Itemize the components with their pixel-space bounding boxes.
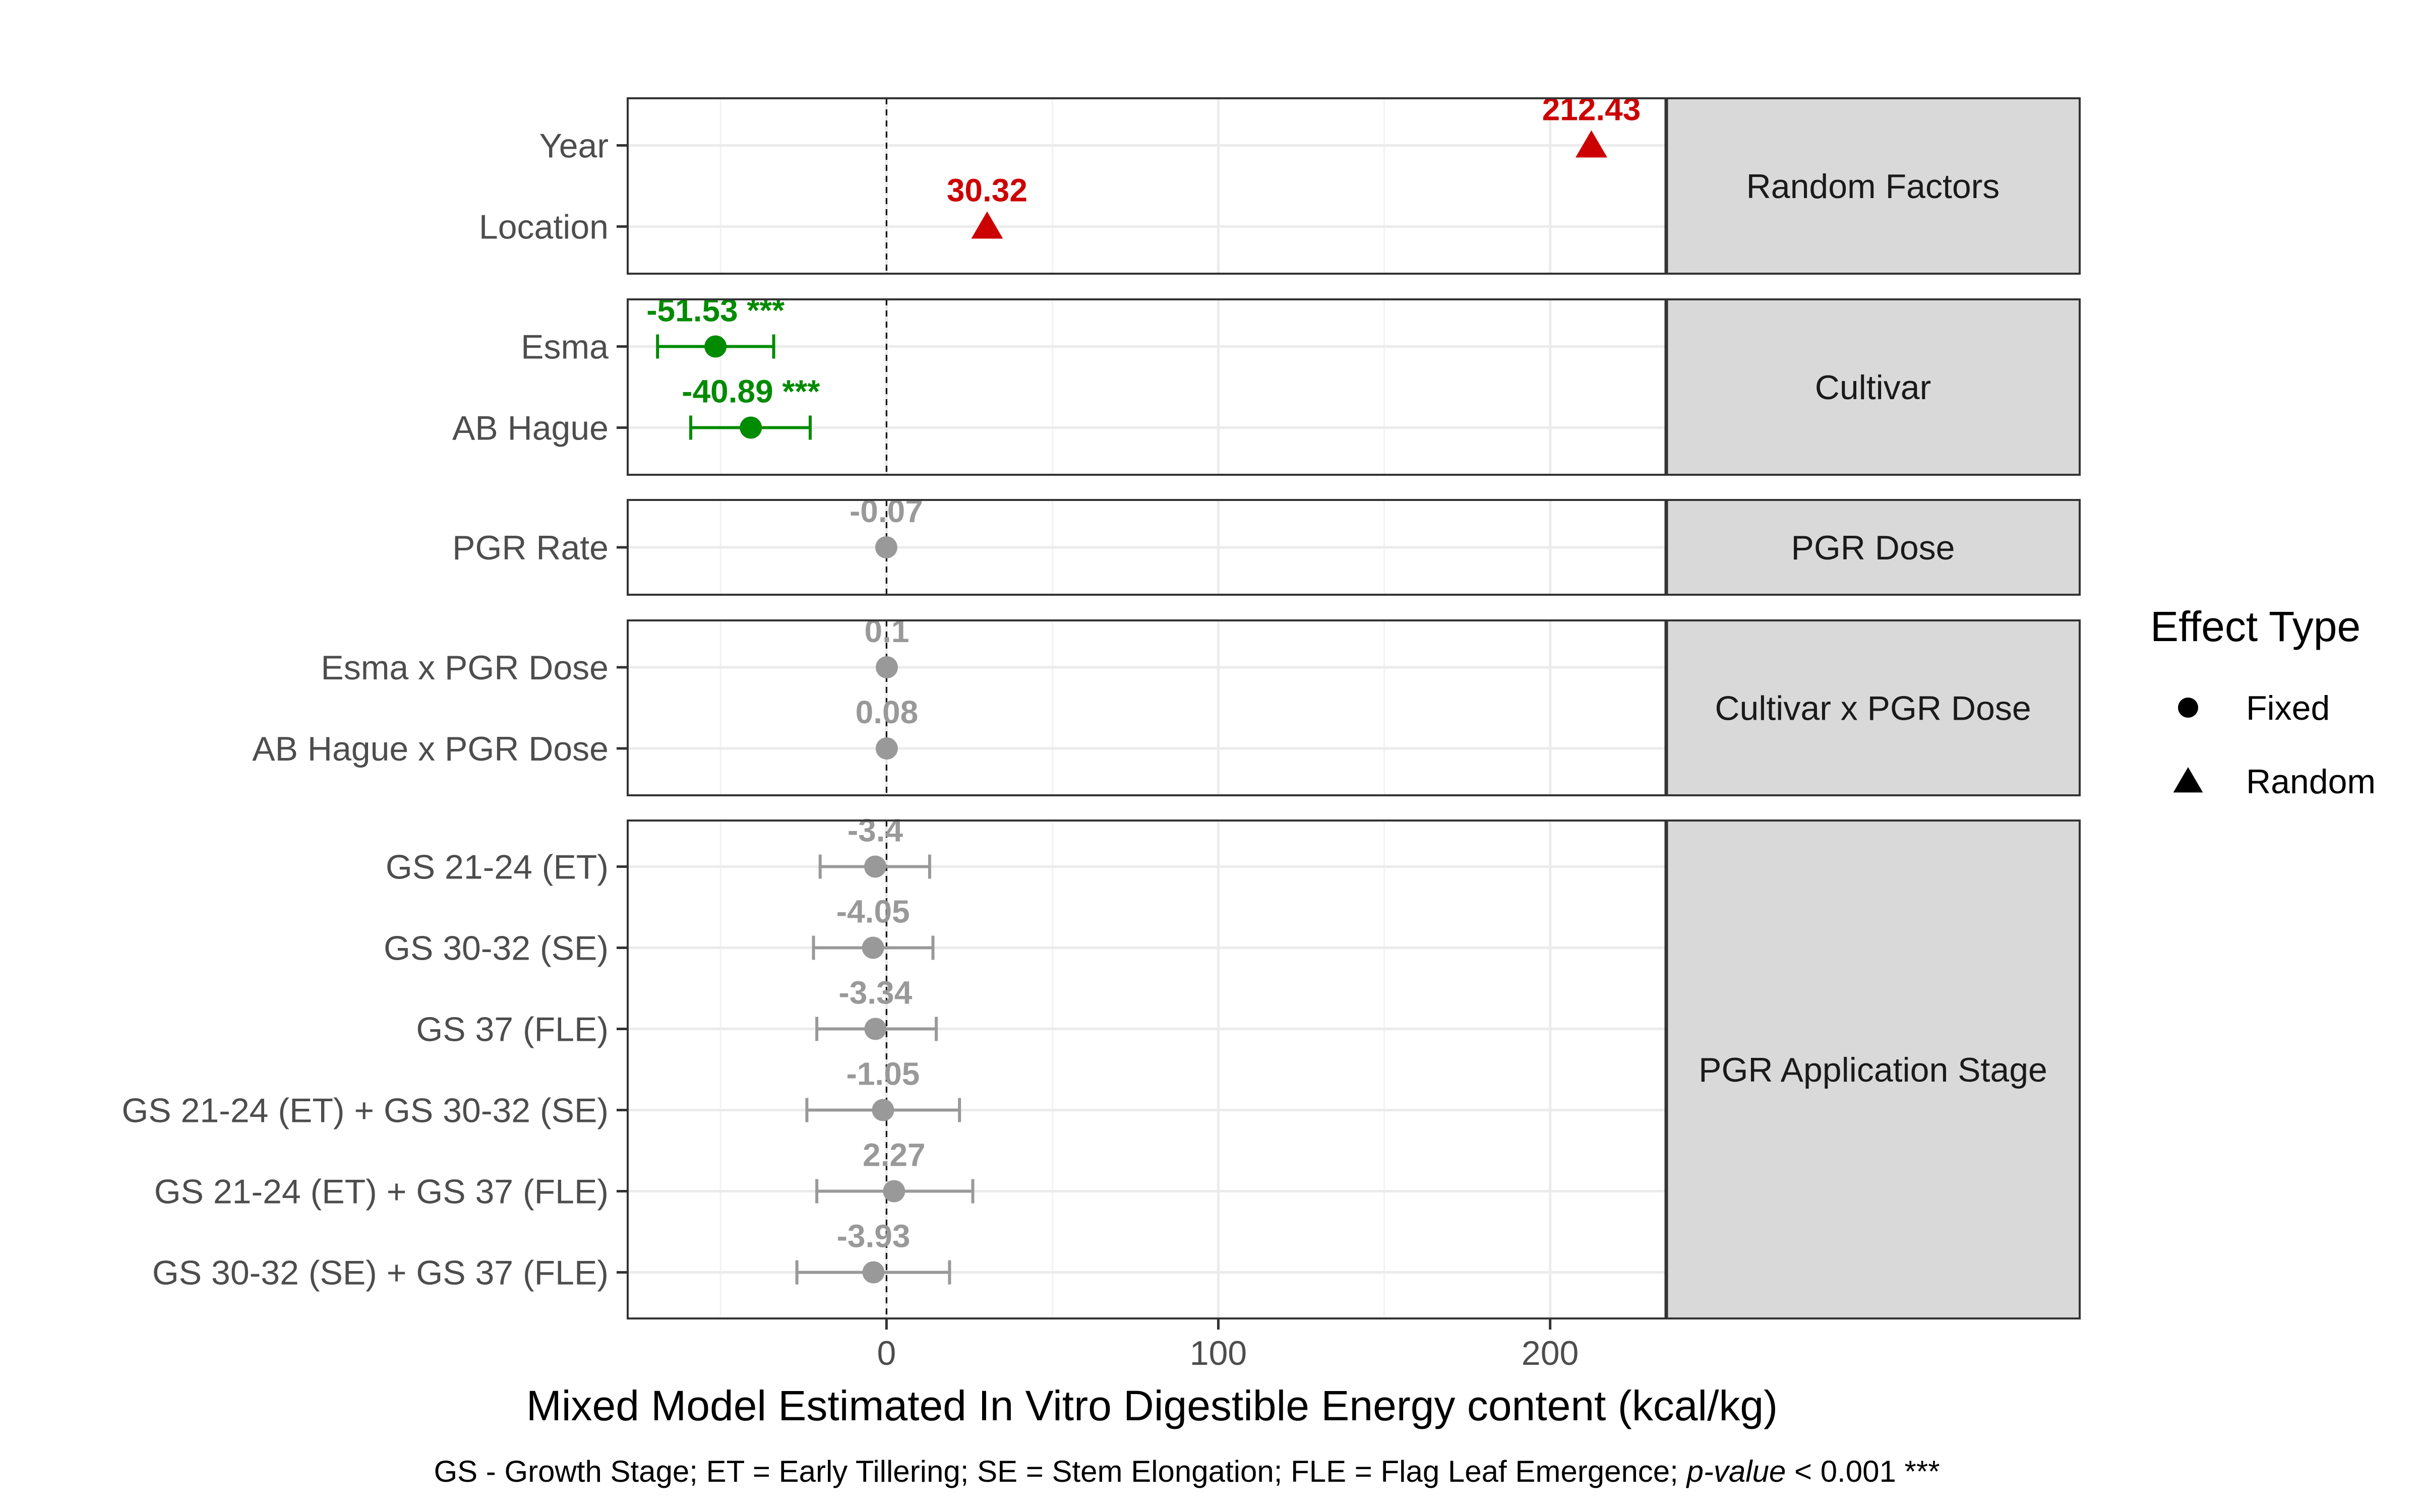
data-point-circle [876, 656, 898, 678]
caption: GS - Growth Stage; ET = Early Tillering;… [434, 1455, 1940, 1488]
y-tick-label: Esma x PGR Dose [321, 649, 609, 687]
x-tick-label: 100 [1190, 1334, 1247, 1372]
panel-4: GS 21-24 (ET) -3.4 GS 30-32 (SE) -4.05 GS 37… [122, 812, 2081, 1319]
y-tick-label: GS 21-24 (ET) + GS 30-32 (SE) [122, 1092, 609, 1130]
data-label: -3.93 [837, 1218, 911, 1254]
caption-tail: < 0.001 *** [1786, 1455, 1940, 1488]
panel-background [628, 98, 1666, 274]
panel-1: Esma -51.53 *** AB Hague -40.89 *** Cultivar [452, 292, 2081, 476]
y-tick-label: GS 21-24 (ET) + GS 37 (FLE) [154, 1173, 609, 1211]
data-point-circle [875, 536, 897, 558]
data-point-circle [864, 1018, 887, 1040]
data-label: -40.89 *** [682, 373, 820, 410]
x-axis-title: Mixed Model Estimated In Vitro Digestibl… [526, 1382, 1778, 1429]
legend-key-circle [2178, 698, 2198, 718]
data-label: -3.4 [848, 812, 903, 849]
x-tick-label: 0 [877, 1334, 896, 1372]
x-tick-label: 200 [1522, 1334, 1579, 1372]
y-tick-label: AB Hague x PGR Dose [252, 730, 609, 768]
legend-title: Effect Type [2150, 603, 2361, 650]
data-label: -51.53 *** [646, 292, 784, 329]
y-tick-label: GS 21-24 (ET) [386, 848, 609, 887]
data-point-circle [883, 1180, 905, 1203]
data-label: 2.27 [863, 1137, 926, 1173]
data-point-circle [862, 936, 884, 959]
facet-strip-label: PGR Application Stage [1699, 1051, 2047, 1089]
facet-strip-label: Random Factors [1746, 167, 2000, 206]
data-point-circle [872, 1099, 894, 1121]
facet-strip-label: Cultivar [1815, 368, 1931, 407]
legend-label: Random [2246, 763, 2376, 801]
data-point-triangle [971, 211, 1003, 239]
data-label: 212.43 [1542, 91, 1641, 128]
y-tick-label: Esma [521, 328, 609, 366]
data-label: -0.07 [850, 493, 923, 529]
panel-background [628, 620, 1666, 795]
legend-key-triangle [2173, 767, 2203, 793]
data-label: -1.05 [846, 1056, 920, 1092]
data-label: 0.08 [856, 694, 919, 730]
legend: Effect Type Fixed Random [2150, 603, 2376, 801]
facet-strip-label: Cultivar x PGR Dose [1715, 689, 2031, 728]
facet-strip [1665, 97, 2081, 275]
legend-label: Fixed [2246, 689, 2330, 727]
y-tick-label: GS 30-32 (SE) [384, 929, 609, 968]
data-label: -4.05 [836, 894, 910, 930]
panel-0: Year 212.43 Location 30.32 Random Factors [479, 91, 2081, 275]
data-point-circle [875, 737, 898, 760]
data-point-circle [740, 416, 762, 439]
y-tick-label: PGR Rate [452, 529, 609, 567]
facet-strip-label: PGR Dose [1791, 529, 1955, 567]
y-tick-label: Location [479, 208, 609, 246]
caption-italic: p-value [1686, 1455, 1786, 1488]
data-label: 30.32 [947, 172, 1027, 209]
facet-strip [1665, 820, 2081, 1319]
data-point-circle [704, 335, 727, 358]
y-tick-label: AB Hague [452, 409, 609, 448]
data-point-circle [864, 855, 886, 878]
panel-3: Esma x PGR Dose 0.1 AB Hague x PGR Dose 0.0… [252, 613, 2081, 796]
panel-2: PGR Rate -0.07 PGR Dose [452, 493, 2081, 596]
panel-background [628, 821, 1666, 1318]
caption-main: GS - Growth Stage; ET = Early Tillering;… [434, 1455, 1686, 1488]
facet-strip [1665, 298, 2081, 476]
facet-strip [1665, 499, 2081, 596]
facet-strip [1665, 619, 2081, 796]
data-label: -3.34 [838, 975, 912, 1011]
y-tick-label: GS 37 (FLE) [416, 1011, 609, 1049]
data-label: 0.1 [865, 613, 910, 649]
data-point-circle [862, 1261, 885, 1284]
y-tick-label: GS 30-32 (SE) + GS 37 (FLE) [152, 1254, 609, 1292]
y-tick-label: Year [539, 127, 609, 165]
panel-background [628, 299, 1666, 475]
data-point-triangle [1575, 130, 1607, 158]
